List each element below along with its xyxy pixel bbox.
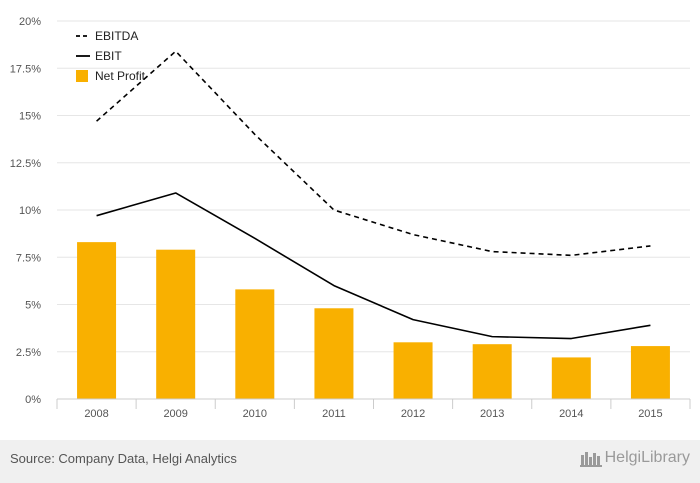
y-tick-label: 7.5%	[16, 252, 41, 264]
bar-net-profit	[393, 342, 433, 399]
y-tick-label: 0%	[25, 394, 41, 406]
x-tick-label: 2010	[243, 408, 267, 420]
library-icon	[579, 452, 602, 467]
brand-logo: HelgiLibrary	[579, 449, 690, 467]
chart: 0% 2.5% 5% 7.5% 10% 12.5% 15% 17.5% 20% 2008 2009 2…	[10, 16, 691, 420]
y-tick-label: 2.5%	[16, 347, 41, 359]
x-tick-label: 2011	[322, 408, 346, 420]
line-ebitda	[96, 50, 651, 257]
x-tick-label: 2009	[163, 408, 187, 420]
legend-swatch-net-profit	[76, 70, 88, 82]
y-tick-label: 17.5%	[10, 63, 41, 75]
legend-label-ebit: EBIT	[95, 49, 122, 63]
y-tick-label: 20%	[19, 16, 41, 28]
net-profit-bars	[77, 242, 670, 399]
axes: 0% 2.5% 5% 7.5% 10% 12.5% 15% 17.5% 20% 2008 2009 2…	[10, 16, 691, 420]
legend-label-ebitda: EBITDA	[95, 29, 138, 43]
bar-net-profit	[472, 344, 512, 399]
bar-net-profit	[551, 357, 591, 399]
bar-net-profit	[630, 346, 670, 399]
line-ebit	[96, 192, 651, 340]
y-tick-label: 12.5%	[10, 158, 41, 170]
x-tick-label: 2013	[480, 408, 504, 420]
x-tick-label: 2012	[401, 408, 425, 420]
bar-net-profit	[156, 249, 196, 399]
legend-label-net-profit: Net Profit	[95, 69, 146, 83]
bar-net-profit	[314, 308, 354, 399]
legend: EBITDA EBIT Net Profit	[76, 29, 146, 83]
brand-name: HelgiLibrary	[604, 449, 690, 466]
source-note: Source: Company Data, Helgi Analytics	[10, 451, 237, 466]
x-tick-label: 2015	[638, 408, 662, 420]
bar-net-profit	[235, 289, 275, 399]
series-lines	[96, 50, 651, 340]
bar-net-profit	[77, 242, 117, 399]
y-tick-label: 5%	[25, 300, 41, 312]
y-tick-label: 15%	[19, 111, 41, 123]
x-tick-label: 2014	[559, 408, 583, 420]
footer: Source: Company Data, Helgi Analytics He…	[0, 440, 700, 483]
x-tick-label: 2008	[84, 408, 108, 420]
y-tick-label: 10%	[19, 205, 41, 217]
